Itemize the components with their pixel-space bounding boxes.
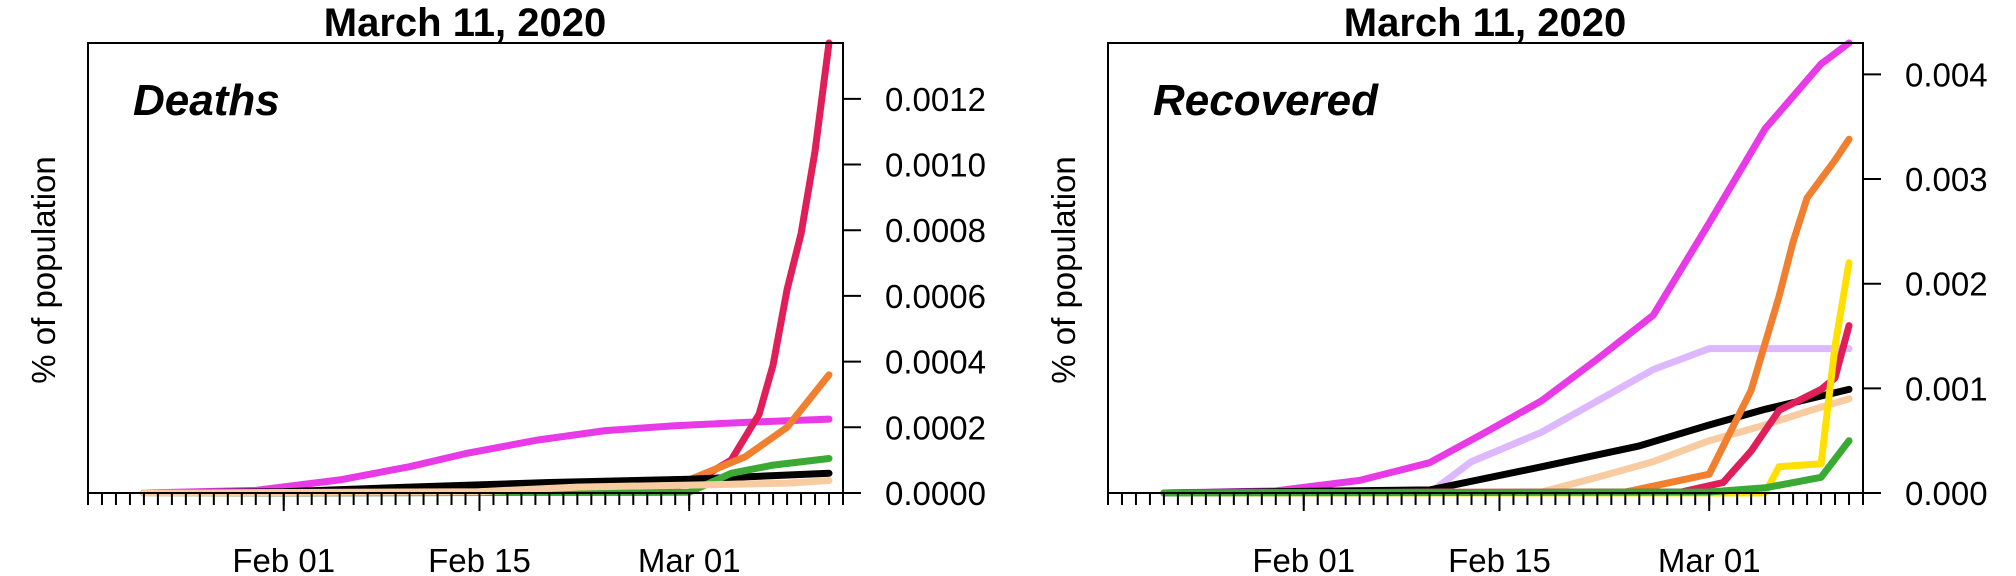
y-tick-label: 0.0000 — [885, 475, 986, 512]
y-tick-label: 0.000 — [1905, 475, 1988, 512]
y-tick-label: 0.0006 — [885, 278, 986, 315]
y-tick-label: 0.001 — [1905, 370, 1988, 407]
panel-annotation: Deaths — [133, 76, 280, 125]
series-line — [140, 415, 833, 497]
y-tick-label: 0.0010 — [885, 147, 986, 184]
deaths-chart-panel: March 11, 2020 % of population Deaths Feb 0… — [25, 1, 986, 576]
recovered-chart-panel: March 11, 2020 % of population Recovered Fe… — [1045, 1, 1988, 576]
series-line — [140, 477, 833, 497]
y-tick-label: 0.0012 — [885, 81, 986, 118]
y-tick-label: 0.002 — [1905, 266, 1988, 303]
y-tick-label: 0.0008 — [885, 212, 986, 249]
x-tick-label: Mar 01 — [1658, 542, 1761, 576]
y-tick-label: 0.004 — [1905, 56, 1988, 93]
x-tick-label: Feb 01 — [232, 542, 335, 576]
series-line — [1160, 39, 1853, 497]
x-tick-label: Feb 15 — [1448, 542, 1551, 576]
y-tick-label: 0.0002 — [885, 409, 986, 446]
panel-annotation: Recovered — [1153, 76, 1379, 125]
series-line — [1160, 135, 1853, 497]
x-tick-label: Mar 01 — [638, 542, 741, 576]
y-tick-label: 0.003 — [1905, 161, 1988, 198]
x-tick-label: Feb 15 — [428, 542, 531, 576]
chart-title: March 11, 2020 — [324, 1, 606, 45]
y-axis-label: % of population — [1045, 156, 1082, 384]
chart-title: March 11, 2020 — [1344, 1, 1626, 45]
x-tick-label: Feb 01 — [1252, 542, 1355, 576]
y-tick-label: 0.0004 — [885, 344, 986, 381]
y-axis-label: % of population — [25, 156, 62, 384]
